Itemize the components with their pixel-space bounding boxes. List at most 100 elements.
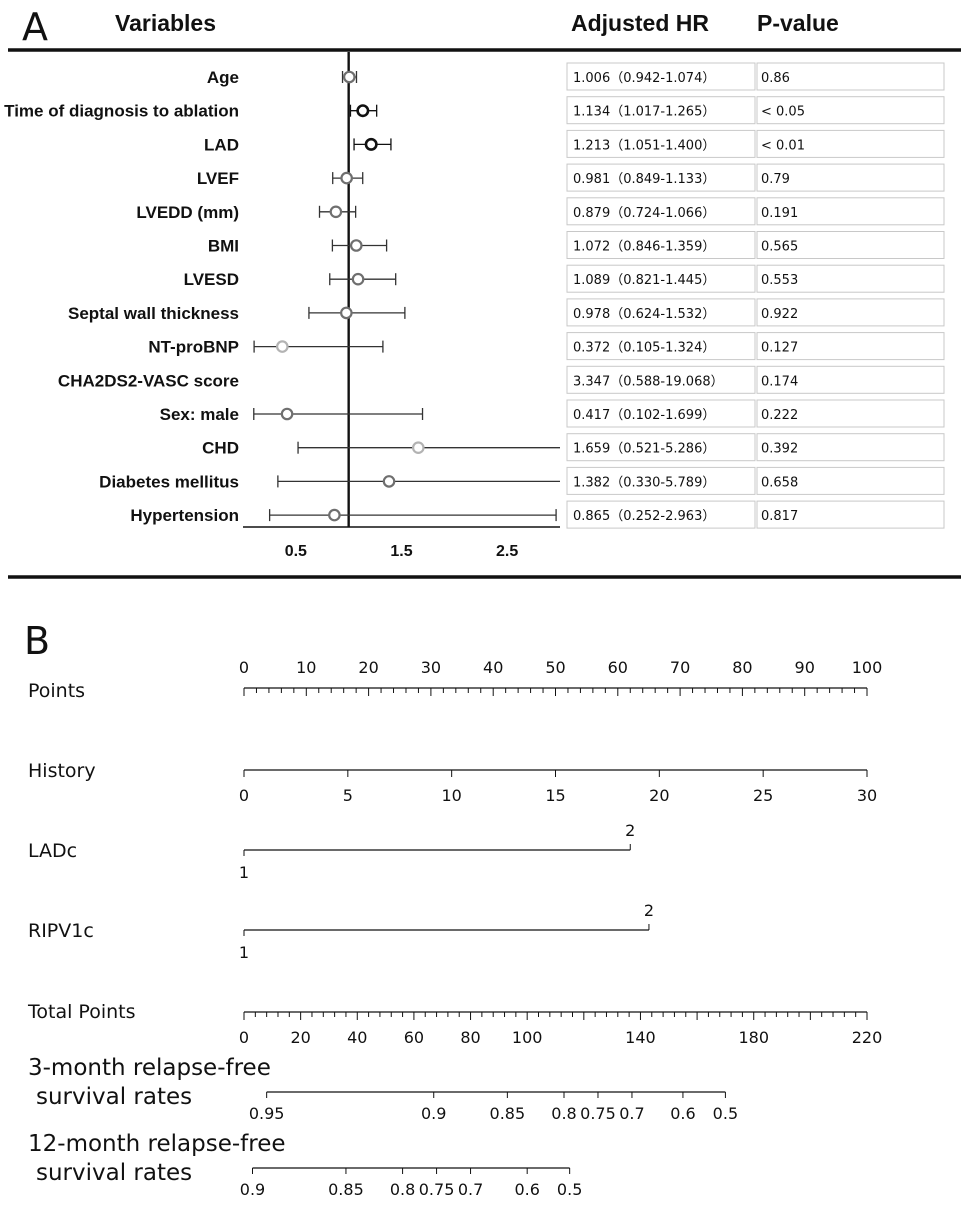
p-cell-text: 0.79 — [761, 172, 790, 187]
hr-cell-text: 1.089（0.821-1.445） — [573, 273, 715, 288]
variable-label: NT-proBNP — [148, 338, 239, 357]
p-cell-text: < 0.05 — [761, 105, 805, 120]
hr-cell-text: 1.213（1.051-1.400） — [573, 138, 715, 153]
hr-point — [382, 475, 396, 488]
survival-3m-label-line: survival rates — [36, 1084, 192, 1110]
survival-3m-label-line: 3-month relapse-free — [28, 1055, 271, 1081]
hr-cell — [566, 298, 756, 327]
hr-cell — [566, 365, 756, 394]
hr-cell — [566, 433, 756, 462]
header-variables: Variables — [115, 10, 216, 36]
variable-label: LAD — [204, 135, 239, 154]
p-cell-text: 0.658 — [761, 475, 798, 490]
survival-3m-tick-label: 0.85 — [490, 1104, 526, 1123]
variable-label: Septal wall thickness — [68, 304, 239, 323]
hr-cell-text: 1.659（0.521-5.286） — [573, 442, 715, 457]
hr-cell — [566, 500, 756, 529]
hr-cell — [566, 231, 756, 259]
hr-cell-text: 1.072（0.846-1.359） — [573, 240, 715, 255]
survival-12m-tick-label: 0.5 — [557, 1180, 582, 1199]
hr-cell-text: 0.865（0.252-2.963） — [573, 509, 715, 524]
survival-12m-tick-label: 0.9 — [240, 1180, 265, 1199]
points-tick-label: 0 — [239, 658, 249, 677]
p-cell — [756, 433, 945, 462]
variable-label: LVEF — [197, 169, 239, 188]
hr-point — [340, 171, 353, 185]
points-tick-label: 100 — [852, 658, 883, 677]
hr-cell-text: 0.372（0.105-1.324） — [573, 341, 715, 356]
p-cell — [756, 163, 945, 192]
history-tick-label: 10 — [441, 786, 461, 805]
p-cell — [756, 96, 945, 125]
hr-cell — [566, 466, 756, 495]
hr-point — [351, 272, 365, 286]
survival-12m-label-line: 12-month relapse-free — [28, 1131, 286, 1157]
forest-x-tick-label: 0.5 — [285, 543, 307, 560]
ripv1c-label: RIPV1c — [28, 920, 94, 942]
hr-cell — [566, 62, 756, 91]
p-cell-text: 0.565 — [761, 240, 798, 255]
forest-plot: 0.5 1.5 2.5 Age 1.006（0.942-1.074） 0.86 Time o… — [4, 52, 945, 560]
ladc-level-label: 1 — [239, 863, 249, 882]
total-points-label: Total Points — [27, 1001, 136, 1023]
variable-label: LVEDD (mm) — [136, 203, 239, 222]
p-cell — [756, 197, 945, 226]
hr-point — [328, 508, 341, 522]
hr-cell-text: 0.978（0.624-1.532） — [573, 307, 715, 322]
total-points-tick-label: 20 — [290, 1028, 310, 1047]
history-tick-label: 15 — [545, 786, 565, 805]
total-points-tick-label: 40 — [347, 1028, 367, 1047]
p-cell — [756, 466, 945, 495]
hr-point — [329, 205, 343, 219]
variable-label: CHA2DS2-VASC score — [58, 371, 239, 390]
survival-12m-label-line: survival rates — [36, 1160, 192, 1186]
header-adjusted-hr: Adjusted HR — [571, 10, 709, 36]
p-cell-text: 0.191 — [761, 206, 798, 221]
panel-a-label: A — [22, 5, 48, 49]
variable-label: BMI — [208, 237, 239, 256]
survival-3m-tick-label: 0.9 — [421, 1104, 446, 1123]
hr-cell — [566, 163, 756, 192]
p-cell — [756, 264, 945, 293]
history-tick-label: 5 — [343, 786, 353, 805]
hr-cell — [566, 96, 756, 125]
p-cell-text: 0.817 — [761, 509, 798, 524]
p-cell — [756, 129, 945, 158]
survival-12m-tick-label: 0.85 — [328, 1180, 364, 1199]
history-tick-label: 0 — [239, 786, 249, 805]
survival-12m-tick-label: 0.6 — [514, 1180, 539, 1199]
hr-cell-text: 0.981（0.849-1.133） — [573, 172, 715, 187]
total-points-tick-label: 220 — [852, 1028, 883, 1047]
total-points-tick-label: 100 — [512, 1028, 543, 1047]
survival-12m-tick-label: 0.8 — [390, 1180, 415, 1199]
survival-3m-tick-label: 0.8 — [551, 1104, 576, 1123]
variable-label: LVESD — [184, 270, 239, 289]
hr-cell-text: 0.417（0.102-1.699） — [573, 408, 715, 423]
variable-label: CHD — [202, 439, 239, 458]
points-tick-label: 40 — [483, 658, 503, 677]
forest-x-tick-label: 2.5 — [496, 543, 518, 560]
p-cell — [756, 298, 945, 327]
hr-point — [364, 137, 378, 151]
survival-3m-tick-label: 0.75 — [580, 1104, 616, 1123]
hr-cell-text: 1.134（1.017-1.265） — [573, 105, 715, 120]
points-tick-label: 10 — [296, 658, 316, 677]
p-cell-text: 0.553 — [761, 273, 798, 288]
points-tick-label: 90 — [795, 658, 815, 677]
hr-cell — [566, 264, 756, 293]
variable-label: Sex: male — [160, 405, 239, 424]
header-p-value: P-value — [757, 10, 839, 36]
hr-point — [280, 407, 294, 421]
hr-point — [343, 70, 356, 84]
total-points-tick-label: 140 — [625, 1028, 656, 1047]
total-points-tick-label: 80 — [460, 1028, 480, 1047]
forest-x-tick-label: 1.5 — [390, 543, 412, 560]
hr-cell — [566, 129, 756, 158]
total-points-tick-label: 0 — [239, 1028, 249, 1047]
variable-label: Hypertension — [130, 506, 239, 525]
p-cell — [756, 399, 945, 428]
survival-3m-tick-label: 0.95 — [249, 1104, 285, 1123]
history-tick-label: 20 — [649, 786, 669, 805]
points-tick-label: 50 — [545, 658, 565, 677]
